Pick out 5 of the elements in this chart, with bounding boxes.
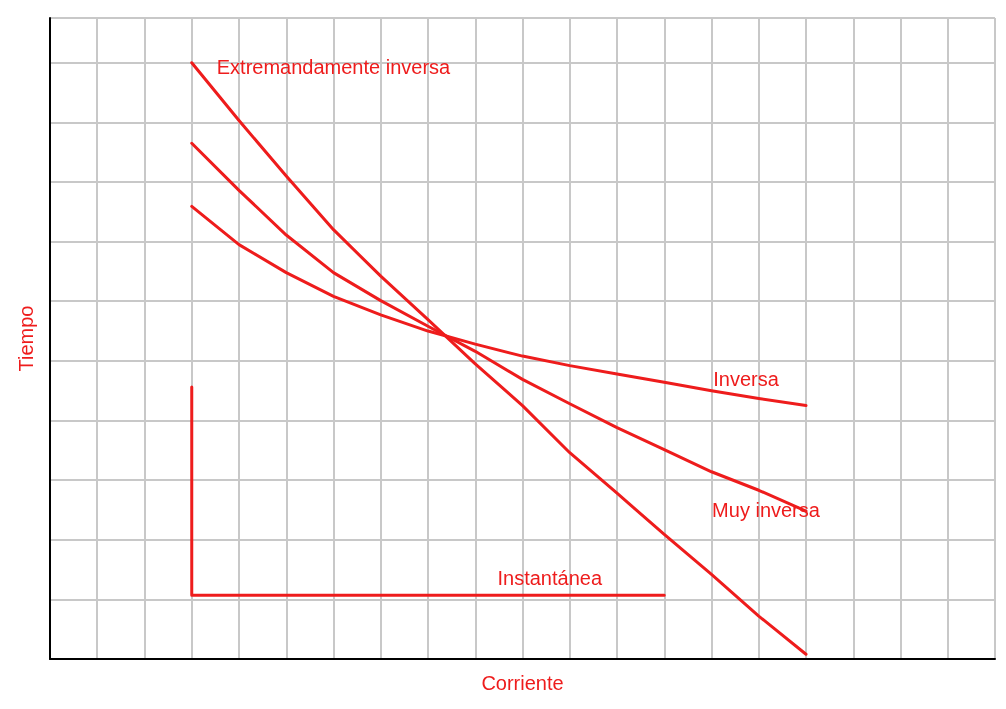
y-axis-title: Tiempo [15, 305, 37, 372]
series-label: Extremandamente inversa [216, 55, 452, 78]
x-axis-title: Corriente [481, 672, 564, 694]
series-label: Instantánea [497, 567, 603, 590]
series-label: Inversa [713, 367, 780, 390]
